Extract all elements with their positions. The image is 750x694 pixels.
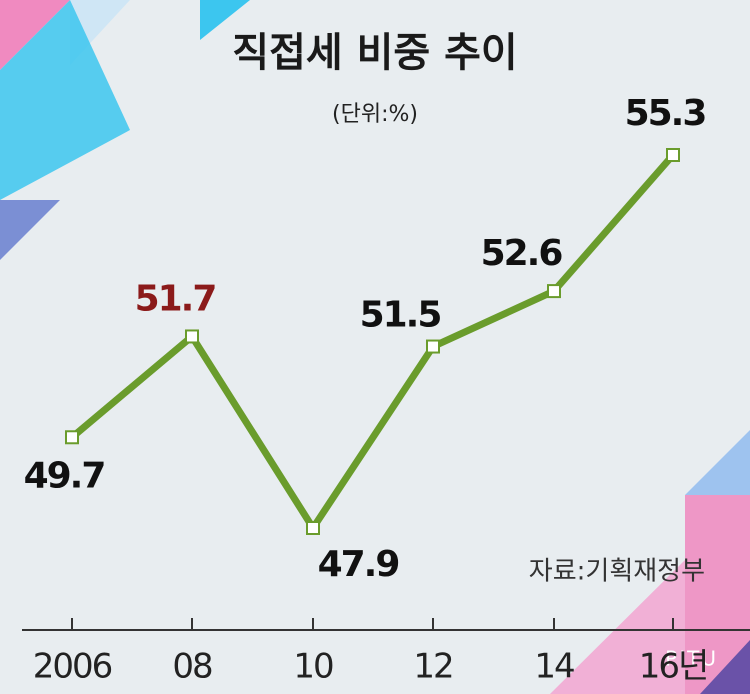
data-label: 49.7 <box>24 455 105 496</box>
data-label: 47.9 <box>318 544 399 585</box>
marker <box>426 339 440 354</box>
data-label: 51.5 <box>360 295 441 336</box>
x-tick-label: 10 <box>293 647 333 687</box>
subtitle: (단위:%) <box>332 102 418 127</box>
data-label: 51.7 <box>135 278 216 319</box>
marker <box>306 521 320 535</box>
source: 자료:기획재정부 <box>529 557 705 587</box>
data-label: 55.3 <box>625 93 706 134</box>
marker <box>547 284 561 299</box>
data-label: 52.6 <box>481 233 563 274</box>
marker <box>666 148 680 162</box>
x-tick-label: 16년 <box>639 647 708 687</box>
x-tick-label: 12 <box>413 647 452 687</box>
chart-title: 직접세 비중 추이 <box>232 30 517 76</box>
x-tick-label: 08 <box>172 647 212 687</box>
marker <box>185 329 199 344</box>
marker <box>65 430 79 445</box>
watermark: PITU <box>665 647 718 671</box>
x-tick-label: 2006 <box>33 647 112 687</box>
x-tick-label: 14 <box>534 647 574 687</box>
line <box>69 152 676 532</box>
